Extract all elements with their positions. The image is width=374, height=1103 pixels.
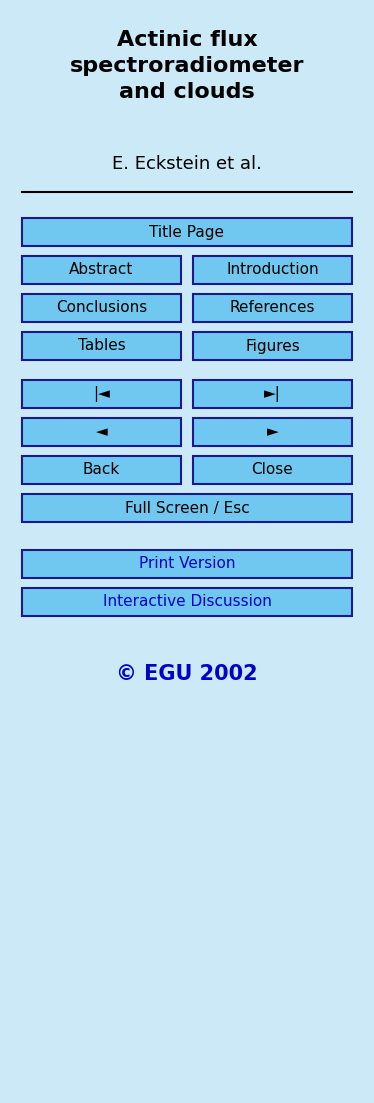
FancyBboxPatch shape (22, 218, 352, 246)
Text: Close: Close (252, 462, 293, 478)
FancyBboxPatch shape (22, 456, 181, 484)
FancyBboxPatch shape (193, 332, 352, 360)
FancyBboxPatch shape (22, 418, 181, 446)
FancyBboxPatch shape (22, 494, 352, 522)
Text: Full Screen / Esc: Full Screen / Esc (125, 501, 249, 515)
FancyBboxPatch shape (22, 550, 352, 578)
Text: Introduction: Introduction (226, 263, 319, 278)
Text: Abstract: Abstract (69, 263, 134, 278)
Text: Conclusions: Conclusions (56, 300, 147, 315)
Text: References: References (230, 300, 315, 315)
FancyBboxPatch shape (193, 456, 352, 484)
FancyBboxPatch shape (193, 256, 352, 283)
Text: |◄: |◄ (93, 386, 110, 401)
FancyBboxPatch shape (22, 381, 181, 408)
Text: Figures: Figures (245, 339, 300, 353)
Text: Interactive Discussion: Interactive Discussion (102, 595, 272, 610)
Text: Back: Back (83, 462, 120, 478)
Text: and clouds: and clouds (119, 82, 255, 101)
Text: ◄: ◄ (96, 425, 107, 439)
Text: Print Version: Print Version (139, 557, 235, 571)
Text: Tables: Tables (78, 339, 125, 353)
Text: © EGU 2002: © EGU 2002 (116, 664, 258, 684)
FancyBboxPatch shape (22, 256, 181, 283)
FancyBboxPatch shape (22, 295, 181, 322)
Text: ►: ► (267, 425, 278, 439)
Text: Title Page: Title Page (150, 225, 224, 239)
FancyBboxPatch shape (22, 588, 352, 615)
FancyBboxPatch shape (22, 332, 181, 360)
Text: spectroradiometer: spectroradiometer (70, 56, 304, 76)
Text: E. Eckstein et al.: E. Eckstein et al. (112, 156, 262, 173)
Text: Actinic flux: Actinic flux (117, 30, 257, 50)
FancyBboxPatch shape (193, 381, 352, 408)
FancyBboxPatch shape (193, 295, 352, 322)
FancyBboxPatch shape (193, 418, 352, 446)
Text: ►|: ►| (264, 386, 281, 401)
